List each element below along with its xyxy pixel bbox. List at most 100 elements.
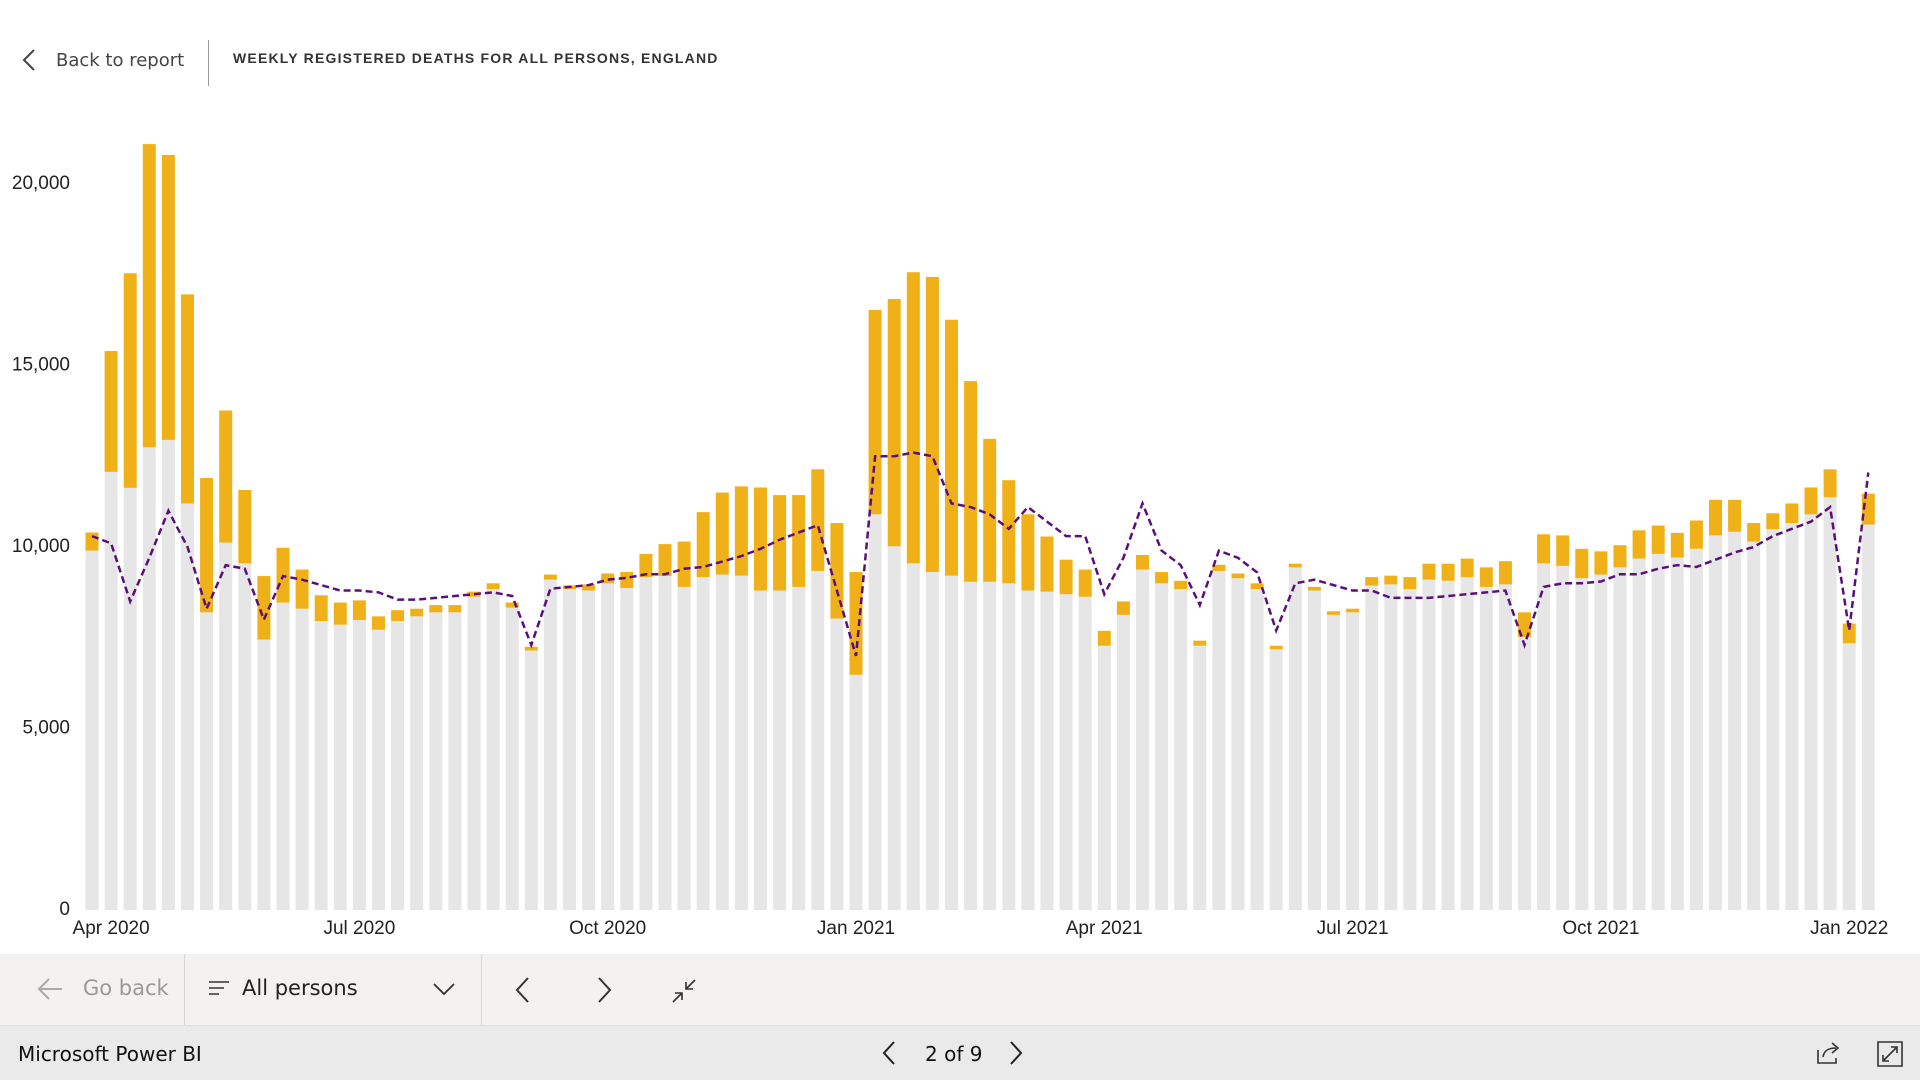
bar-segment xyxy=(142,447,156,910)
bar-segment xyxy=(314,595,328,622)
bar-segment xyxy=(677,541,691,587)
go-back[interactable]: Go back xyxy=(30,954,180,1025)
bar-segment xyxy=(1078,596,1092,910)
bar-segment xyxy=(314,621,328,910)
bar-segment xyxy=(1097,630,1111,646)
bar-segment xyxy=(887,299,901,547)
bar-segment xyxy=(1575,578,1589,910)
bar-segment xyxy=(1747,541,1761,910)
bar-segment xyxy=(1861,493,1875,525)
bar-segment xyxy=(1785,503,1799,524)
bar-segment xyxy=(1155,583,1169,910)
next-page[interactable] xyxy=(1008,1040,1024,1066)
bar-segment xyxy=(1365,577,1379,586)
bar-segment xyxy=(1460,558,1474,578)
bar-segment xyxy=(123,487,137,910)
previous-visual[interactable] xyxy=(514,976,532,1004)
share[interactable] xyxy=(1815,1040,1843,1066)
bar-segment xyxy=(715,492,729,575)
bar-segment xyxy=(1842,643,1856,910)
next-visual[interactable] xyxy=(595,976,613,1004)
bar-segment xyxy=(1498,561,1512,585)
bar-segment xyxy=(1460,577,1474,910)
bar-segment xyxy=(295,608,309,910)
bar-segment xyxy=(773,495,787,591)
bar-segment xyxy=(543,574,557,580)
filter-label: All persons xyxy=(242,976,358,1000)
bar-segment xyxy=(1575,548,1589,579)
bar-segment xyxy=(429,605,443,613)
bar-segment xyxy=(1728,499,1742,532)
bar-segment xyxy=(734,575,748,910)
bar-segment xyxy=(372,629,385,910)
exit-focus[interactable] xyxy=(671,978,697,1004)
bar-segment xyxy=(925,572,939,910)
bar-segment xyxy=(1518,612,1531,638)
y-tick-label: 10,000 xyxy=(12,536,70,557)
bar-segment xyxy=(467,596,481,910)
filter-dropdown[interactable]: All persons xyxy=(185,954,480,1025)
bar-segment xyxy=(410,608,424,617)
bar-segment xyxy=(868,514,882,910)
bar-segment xyxy=(1479,567,1493,587)
back-to-report[interactable]: Back to report xyxy=(22,44,184,76)
bar-segment xyxy=(543,579,557,910)
bar-segment xyxy=(181,503,194,910)
fullscreen[interactable] xyxy=(1876,1040,1904,1068)
bar-segment xyxy=(639,553,653,578)
x-tick-label: Oct 2021 xyxy=(1562,918,1639,939)
bar-segment xyxy=(1670,557,1684,910)
bar-segment xyxy=(830,523,844,619)
toolbar: Go back All persons xyxy=(0,954,1920,1025)
bar-segment xyxy=(1250,583,1264,590)
bar-segment xyxy=(219,410,233,543)
bar-segment xyxy=(333,624,347,910)
bar-segment xyxy=(1231,578,1245,910)
divider xyxy=(184,954,185,1025)
bar-segment xyxy=(352,600,366,620)
y-tick-label: 0 xyxy=(59,899,70,920)
bar-segment xyxy=(1403,589,1417,910)
bar-segment xyxy=(868,309,882,515)
chevron-down xyxy=(433,983,455,996)
bar-segment xyxy=(257,576,271,640)
bar-segment xyxy=(1842,623,1856,644)
bar-segment xyxy=(1861,524,1875,910)
bar-segment xyxy=(945,575,958,910)
bar-segment xyxy=(1174,589,1188,910)
bar-segment xyxy=(964,381,978,582)
bar-segment xyxy=(1556,565,1570,910)
bar-segment xyxy=(1116,601,1130,615)
bar-segment xyxy=(1670,532,1684,558)
bar-segment xyxy=(1594,574,1608,910)
bar-segment xyxy=(1613,545,1627,568)
app-name: Microsoft Power BI xyxy=(18,1042,202,1066)
bar-segment xyxy=(1040,591,1054,910)
bar-segment xyxy=(811,469,825,571)
bar-segment xyxy=(658,544,672,577)
bar-segment xyxy=(1804,487,1818,515)
bar-segment xyxy=(276,602,290,910)
go-back-label: Go back xyxy=(83,976,169,1000)
bar-segment xyxy=(1021,590,1035,910)
bar-segment xyxy=(620,588,634,910)
bar-segment xyxy=(582,590,596,910)
bar-segment xyxy=(391,621,405,910)
bar-segment xyxy=(1384,584,1398,910)
previous-page[interactable] xyxy=(881,1040,897,1066)
x-tick-label: Jul 2020 xyxy=(323,918,395,939)
bar-segment xyxy=(1403,577,1417,590)
bar-segment xyxy=(811,570,825,910)
bar-segment xyxy=(1040,536,1054,592)
bar-segment xyxy=(563,589,576,910)
bar-segment xyxy=(1651,553,1665,910)
bar-segment xyxy=(1136,569,1149,910)
back-icon xyxy=(22,49,35,71)
bar-segment xyxy=(352,619,366,910)
bar-segment xyxy=(200,478,214,613)
bar-segment xyxy=(161,439,175,910)
bar-segment xyxy=(1766,529,1780,910)
report-title: WEEKLY REGISTERED DEATHS FOR ALL PERSONS… xyxy=(233,50,719,66)
bar-segment xyxy=(1632,530,1646,559)
